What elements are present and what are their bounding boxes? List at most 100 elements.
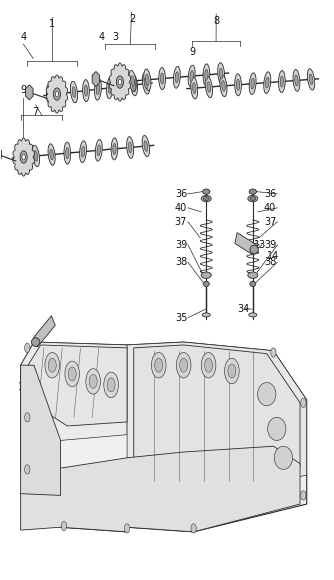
- Ellipse shape: [236, 79, 240, 90]
- Ellipse shape: [159, 67, 165, 89]
- Ellipse shape: [268, 417, 286, 440]
- Circle shape: [86, 369, 101, 394]
- Ellipse shape: [175, 72, 179, 83]
- Circle shape: [116, 76, 124, 88]
- Text: 1: 1: [49, 19, 55, 29]
- Ellipse shape: [64, 142, 70, 164]
- Text: 12: 12: [18, 382, 30, 392]
- Ellipse shape: [128, 142, 132, 153]
- Text: 13: 13: [254, 240, 266, 250]
- Ellipse shape: [82, 79, 89, 102]
- Polygon shape: [13, 138, 34, 176]
- Ellipse shape: [96, 84, 100, 95]
- Ellipse shape: [203, 281, 209, 287]
- Ellipse shape: [218, 63, 224, 85]
- Ellipse shape: [114, 71, 121, 93]
- Ellipse shape: [192, 83, 196, 93]
- Ellipse shape: [17, 147, 24, 168]
- Ellipse shape: [250, 281, 256, 287]
- Ellipse shape: [66, 148, 69, 158]
- Text: 2: 2: [129, 14, 135, 24]
- Circle shape: [180, 358, 188, 372]
- Ellipse shape: [205, 77, 212, 97]
- Circle shape: [151, 353, 166, 378]
- Circle shape: [228, 364, 236, 378]
- Ellipse shape: [113, 143, 116, 154]
- Circle shape: [104, 372, 119, 398]
- Polygon shape: [109, 63, 131, 101]
- Ellipse shape: [191, 77, 198, 99]
- Ellipse shape: [203, 189, 210, 194]
- Ellipse shape: [201, 195, 211, 202]
- Ellipse shape: [50, 149, 53, 160]
- Ellipse shape: [95, 78, 102, 100]
- Text: 14: 14: [267, 252, 279, 262]
- Ellipse shape: [307, 68, 315, 90]
- Circle shape: [53, 88, 60, 100]
- Ellipse shape: [219, 68, 223, 79]
- Text: 38: 38: [264, 257, 276, 267]
- Ellipse shape: [129, 70, 136, 92]
- Circle shape: [224, 358, 239, 384]
- Circle shape: [205, 358, 212, 372]
- Text: 34: 34: [237, 303, 249, 314]
- Ellipse shape: [108, 82, 112, 93]
- Polygon shape: [34, 316, 55, 347]
- Text: 36: 36: [175, 189, 187, 199]
- Circle shape: [201, 353, 216, 378]
- Circle shape: [191, 524, 196, 533]
- Ellipse shape: [84, 85, 88, 96]
- Circle shape: [107, 378, 115, 392]
- Polygon shape: [134, 345, 300, 490]
- Ellipse shape: [279, 71, 285, 93]
- Ellipse shape: [201, 272, 211, 278]
- Circle shape: [22, 154, 25, 160]
- Ellipse shape: [144, 78, 148, 89]
- Circle shape: [89, 375, 97, 389]
- Text: 4: 4: [99, 31, 105, 42]
- Polygon shape: [235, 233, 255, 255]
- Ellipse shape: [250, 245, 258, 254]
- Ellipse shape: [249, 189, 257, 194]
- Text: 8: 8: [214, 16, 220, 26]
- Ellipse shape: [58, 83, 66, 104]
- Text: 7: 7: [32, 107, 39, 117]
- Ellipse shape: [251, 78, 255, 89]
- Text: 4: 4: [20, 31, 26, 42]
- Ellipse shape: [132, 79, 136, 90]
- Circle shape: [118, 79, 122, 85]
- Ellipse shape: [34, 151, 38, 161]
- Polygon shape: [0, 147, 2, 162]
- Ellipse shape: [18, 152, 22, 163]
- Circle shape: [45, 353, 59, 378]
- Circle shape: [20, 151, 27, 163]
- Circle shape: [25, 465, 30, 474]
- Text: 36: 36: [264, 189, 276, 199]
- Ellipse shape: [144, 141, 148, 151]
- Ellipse shape: [31, 338, 40, 346]
- Ellipse shape: [81, 146, 85, 157]
- Ellipse shape: [79, 141, 87, 162]
- Ellipse shape: [160, 73, 164, 84]
- Text: 38: 38: [175, 257, 187, 267]
- Ellipse shape: [131, 76, 135, 86]
- Text: 3: 3: [112, 31, 119, 42]
- Ellipse shape: [131, 74, 138, 96]
- Ellipse shape: [32, 146, 40, 166]
- Ellipse shape: [202, 313, 210, 317]
- Circle shape: [155, 358, 163, 372]
- Polygon shape: [27, 345, 127, 426]
- Polygon shape: [21, 446, 300, 532]
- Ellipse shape: [95, 139, 102, 161]
- Ellipse shape: [274, 446, 293, 469]
- Ellipse shape: [116, 77, 120, 88]
- Polygon shape: [21, 365, 60, 495]
- Circle shape: [25, 343, 30, 353]
- Ellipse shape: [220, 75, 227, 97]
- Ellipse shape: [107, 77, 114, 99]
- Circle shape: [65, 361, 79, 387]
- Ellipse shape: [295, 75, 298, 86]
- Ellipse shape: [46, 84, 53, 106]
- Ellipse shape: [222, 81, 225, 91]
- Ellipse shape: [266, 77, 269, 88]
